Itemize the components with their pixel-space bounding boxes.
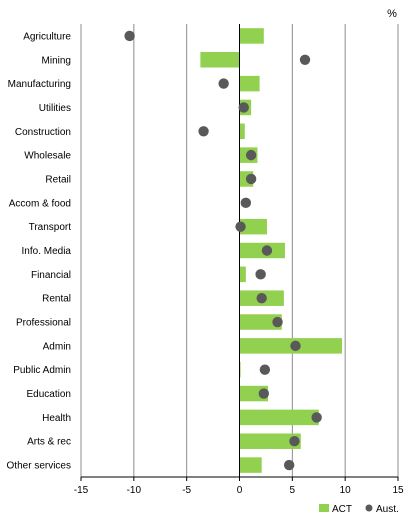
- legend-label-aust: Aust.: [376, 504, 399, 515]
- x-tick-label: 5: [290, 485, 296, 496]
- dot-aust: [255, 269, 266, 280]
- x-tick-label: -5: [182, 485, 191, 496]
- category-label: Mining: [42, 55, 71, 66]
- dot-aust: [245, 149, 257, 161]
- dot-aust: [258, 388, 270, 399]
- category-label: Transport: [29, 222, 72, 233]
- category-label: Rental: [42, 294, 71, 305]
- category-label: Public Admin: [13, 365, 71, 376]
- dot-aust: [238, 102, 249, 113]
- category-label: Manufacturing: [8, 79, 71, 90]
- bar-act: [239, 123, 245, 140]
- category-label: Wholesale: [24, 151, 71, 162]
- bar-act: [239, 266, 246, 283]
- bar-act: [239, 409, 319, 426]
- category-label: Info. Media: [22, 246, 72, 257]
- bar-act: [239, 314, 282, 330]
- axes: -15 -10 -5 0 5 10 15: [74, 24, 404, 496]
- bar-act: [239, 28, 264, 44]
- category-label: Retail: [45, 174, 71, 185]
- dot-aust: [289, 436, 300, 447]
- dot-aust: [256, 292, 267, 304]
- legend-label-act: ACT: [332, 504, 352, 515]
- dot-aust: [272, 316, 283, 328]
- category-label: Admin: [43, 341, 71, 352]
- category-label: Construction: [15, 127, 71, 138]
- bar-act: [239, 433, 301, 449]
- bar-act: [239, 361, 241, 378]
- bar-act: [239, 75, 260, 92]
- dot-aust: [259, 364, 271, 375]
- category-label: Agriculture: [23, 31, 71, 42]
- dot-aust: [290, 340, 301, 352]
- category-label: Accom & food: [9, 198, 71, 209]
- category-label: Utilities: [39, 103, 71, 114]
- x-tick-label: 15: [392, 485, 404, 496]
- x-tick-label: -15: [74, 485, 89, 496]
- dot-aust: [218, 78, 229, 89]
- dot-aust: [124, 30, 135, 42]
- category-label: Other services: [7, 461, 71, 472]
- x-tick-label: 10: [340, 485, 352, 496]
- dot-aust: [235, 221, 246, 232]
- dots: [124, 30, 322, 471]
- legend: ACT Aust.: [319, 504, 399, 515]
- legend-swatch-act: [319, 504, 329, 512]
- unit-label: %: [387, 8, 397, 20]
- dot-aust: [283, 459, 295, 471]
- dot-aust: [299, 54, 311, 65]
- category-label: Health: [42, 413, 71, 424]
- grid: [80, 24, 399, 477]
- dot-aust: [261, 245, 273, 256]
- x-tick-label: 0: [237, 485, 243, 496]
- dot-aust: [245, 173, 257, 185]
- category-label: Professional: [16, 318, 71, 329]
- bar-act: [239, 218, 267, 235]
- legend-dot-aust: [365, 504, 373, 512]
- category-label: Arts & rec: [27, 437, 71, 448]
- dot-aust: [240, 197, 252, 209]
- dot-aust: [311, 412, 322, 423]
- x-tick-label: -10: [127, 485, 142, 496]
- category-label: Financial: [31, 270, 71, 281]
- category-label: Education: [27, 389, 71, 400]
- bar-act: [239, 457, 262, 473]
- dot-aust: [198, 126, 209, 137]
- bar-act: [200, 52, 240, 68]
- category-labels: Agriculture Mining Manufacturing Utilities C…: [7, 31, 72, 471]
